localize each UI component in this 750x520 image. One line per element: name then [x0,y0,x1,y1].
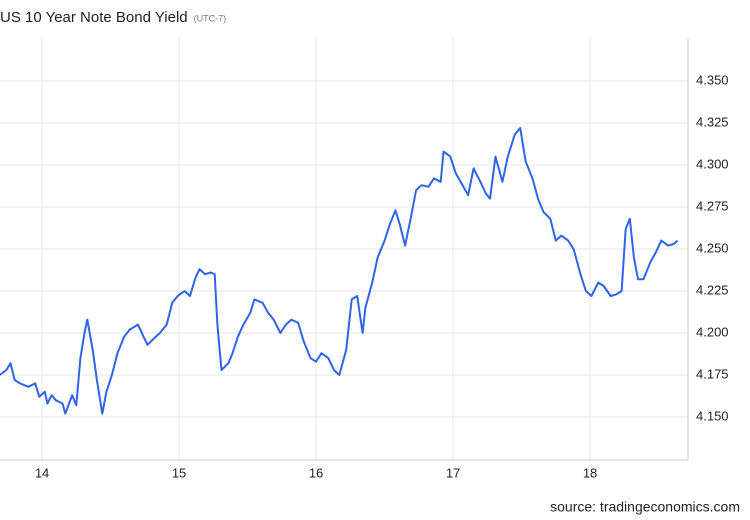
x-tick-label: 18 [583,465,597,480]
y-tick-label: 4.325 [696,114,729,129]
source-note: source: tradingeconomics.com [550,499,740,515]
y-tick-label: 4.275 [696,198,729,213]
y-tick-label: 4.300 [696,156,729,171]
x-tick-label: 17 [446,465,460,480]
y-tick-label: 4.350 [696,72,729,87]
x-tick-label: 14 [35,465,49,480]
y-tick-label: 4.225 [696,282,729,297]
y-tick-label: 4.150 [696,408,729,423]
chart-subtitle: (UTC-7) [194,13,227,23]
x-tick-label: 16 [309,465,323,480]
y-tick-label: 4.175 [696,366,729,381]
y-tick-label: 4.200 [696,324,729,339]
chart-title: US 10 Year Note Bond Yield [0,9,188,26]
y-tick-label: 4.250 [696,240,729,255]
data-line [0,127,679,415]
x-tick-label: 15 [172,465,186,480]
